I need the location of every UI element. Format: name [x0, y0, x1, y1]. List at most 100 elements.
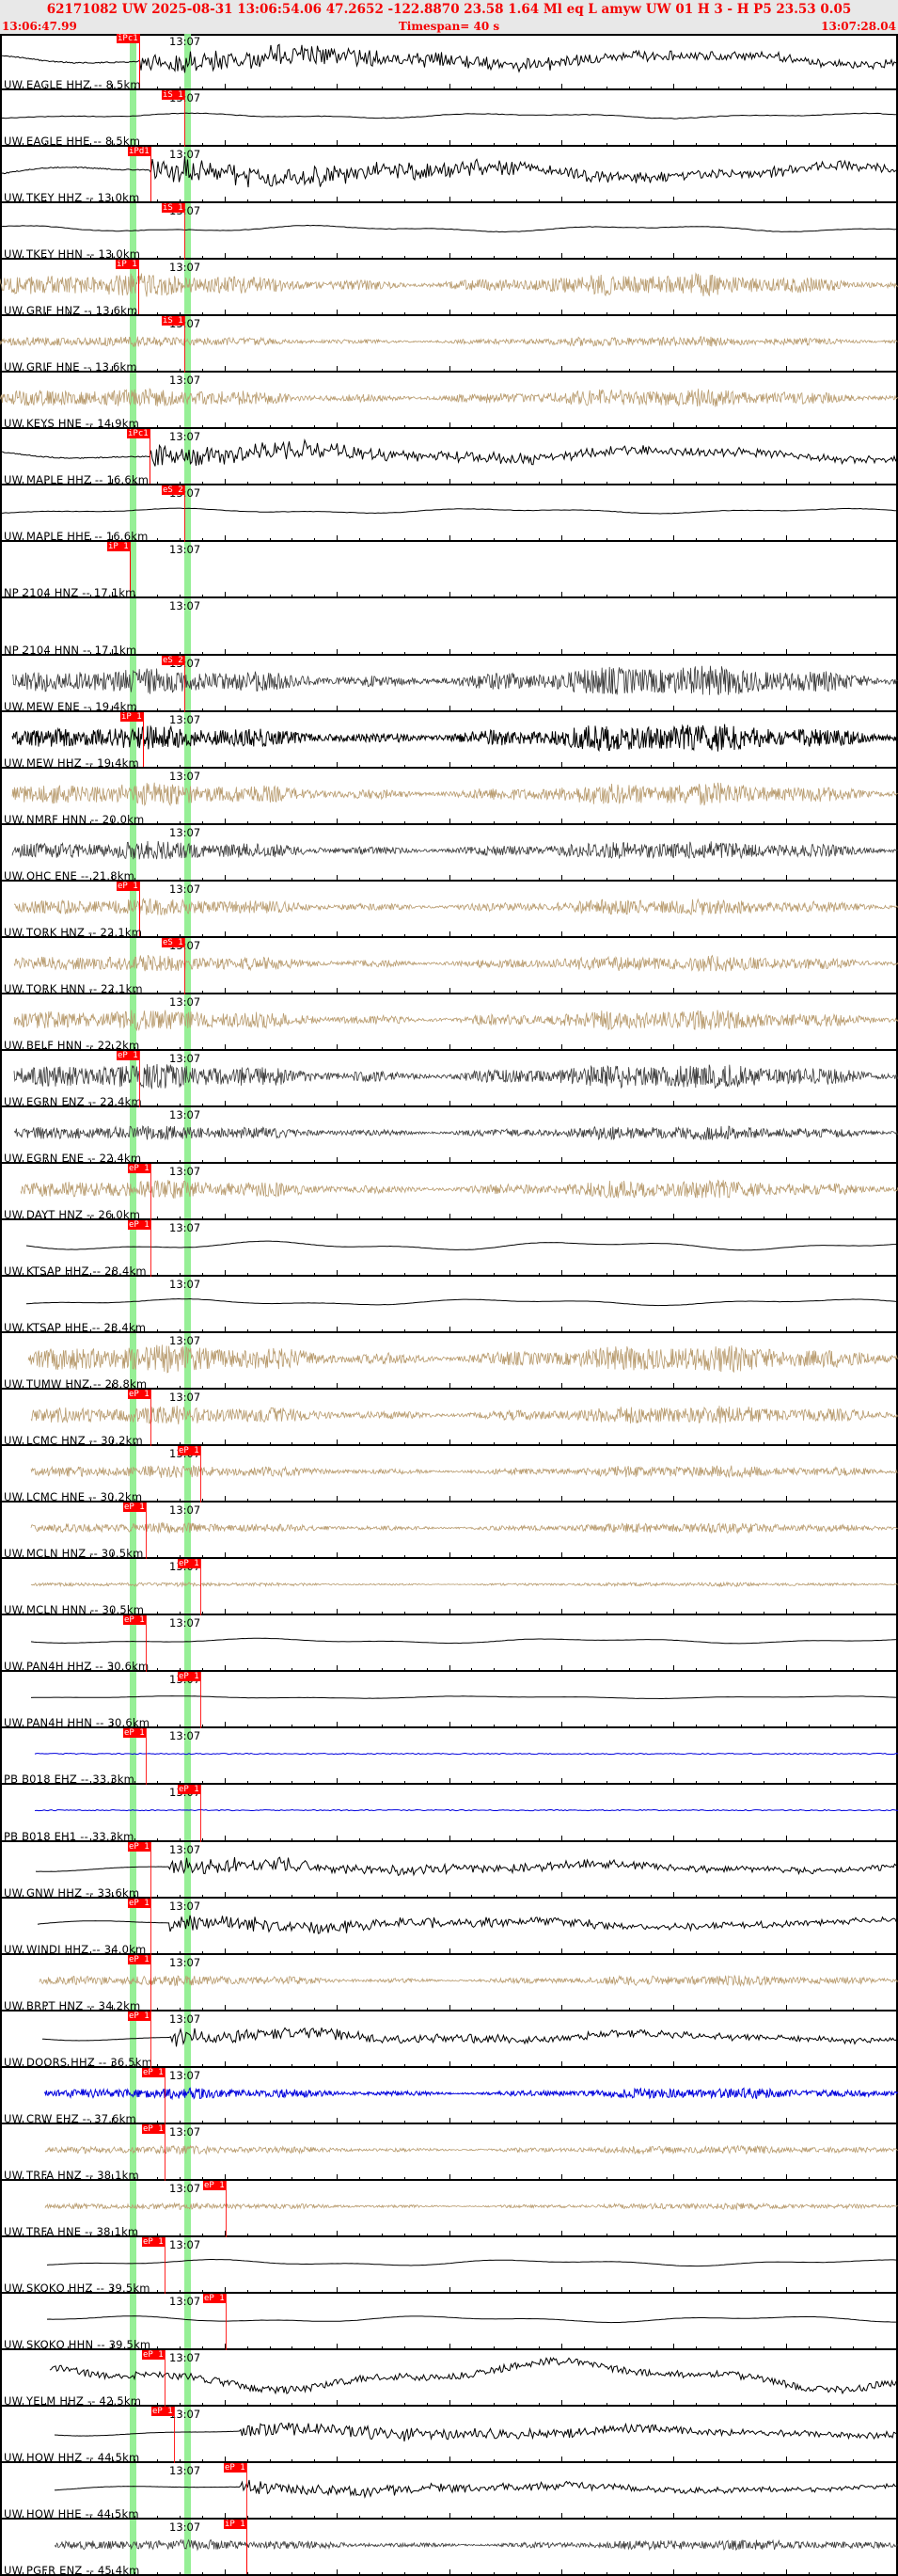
phase-pick-tag[interactable]: eP 1: [142, 2067, 165, 2077]
phase-pick-line[interactable]: [200, 1446, 201, 1503]
trace-row[interactable]: UW LCMC HNZ -- 30.2km 13:07 eP 1: [0, 1390, 898, 1447]
trace-row[interactable]: UW TKEY HHZ -- 13.0km 13:07 iPd1: [0, 147, 898, 204]
phase-pick-tag[interactable]: iP 1: [224, 2520, 246, 2530]
phase-pick-tag[interactable]: eP 1: [128, 1898, 150, 1908]
trace-row[interactable]: UW BELF HNN -- 22.2km 13:07: [0, 994, 898, 1051]
trace-row[interactable]: UW EAGLE HHZ -- 8.5km 13:07 iPc1: [0, 34, 898, 91]
phase-pick-tag[interactable]: eP 1: [128, 1163, 150, 1173]
trace-row[interactable]: UW GNW HHZ -- 33.6km 13:07 eP 1: [0, 1841, 898, 1899]
phase-pick-line[interactable]: [150, 2011, 151, 2068]
trace-row[interactable]: UW TRFA HNZ -- 38.1km 13:07 eP 1: [0, 2123, 898, 2181]
phase-pick-line[interactable]: [200, 1559, 201, 1616]
phase-pick-line[interactable]: [150, 1390, 151, 1447]
phase-pick-line[interactable]: [150, 1219, 151, 1278]
phase-pick-line[interactable]: [150, 1954, 151, 2012]
trace-row[interactable]: UW PAN4H HHZ -- 30.6km 13:07 eP 1: [0, 1615, 898, 1673]
trace-row[interactable]: UW HQW HHZ -- 44.5km 13:07 eP 1: [0, 2406, 898, 2464]
phase-pick-tag[interactable]: eP 1: [128, 1390, 150, 1400]
phase-pick-line[interactable]: [226, 2180, 227, 2237]
phase-pick-tag[interactable]: eP 1: [123, 1728, 146, 1739]
phase-pick-tag[interactable]: eP 1: [178, 1559, 200, 1569]
trace-row[interactable]: UW SKOKQ HHN -- 39.5km 13:07 eP 1: [0, 2293, 898, 2350]
phase-pick-tag[interactable]: eP 1: [203, 2293, 226, 2303]
phase-pick-line[interactable]: [184, 90, 185, 148]
phase-pick-tag[interactable]: eP 1: [178, 1672, 200, 1682]
phase-pick-tag[interactable]: eP 1: [178, 1785, 200, 1795]
phase-pick-line[interactable]: [146, 1728, 147, 1786]
trace-row[interactable]: NP 2104 HNZ -- 17.1km 13:07 iP 1: [0, 542, 898, 599]
phase-pick-tag[interactable]: eP 1: [117, 881, 139, 891]
phase-pick-line[interactable]: [184, 485, 185, 543]
trace-row[interactable]: UW GRIF HNZ -- 13.6km 13:07 iP 1: [0, 260, 898, 317]
phase-pick-line[interactable]: [146, 1503, 147, 1560]
phase-pick-tag[interactable]: iPc1: [117, 34, 139, 43]
phase-pick-line[interactable]: [174, 2406, 175, 2464]
trace-row[interactable]: UW SKOKQ HHZ -- 39.5km 13:07 eP 1: [0, 2236, 898, 2294]
phase-pick-tag[interactable]: eP 1: [128, 1841, 150, 1852]
trace-row[interactable]: UW MCLN HNZ -- 30.5km 13:07 eP 1: [0, 1503, 898, 1560]
trace-row[interactable]: UW MEW HHZ -- 19.4km 13:07 iP 1: [0, 711, 898, 769]
trace-row[interactable]: UW MAPLE HHZ -- 16.6km 13:07 iPc1: [0, 429, 898, 486]
phase-pick-line[interactable]: [139, 1050, 140, 1107]
trace-panel[interactable]: UW EAGLE HHZ -- 8.5km 13:07 iPc1 UW EAGLE H…: [0, 34, 898, 2576]
trace-row[interactable]: UW PGFR ENZ -- 45.4km 13:07 iP 1: [0, 2520, 898, 2576]
phase-pick-line[interactable]: [246, 2463, 247, 2520]
trace-row[interactable]: UW DAYT HNZ -- 26.0km 13:07 eP 1: [0, 1163, 898, 1220]
phase-pick-line[interactable]: [184, 203, 185, 261]
trace-row[interactable]: UW KTSAP HHZ -- 28.4km 13:07 eP 1: [0, 1219, 898, 1278]
phase-pick-tag[interactable]: eP 1: [117, 1050, 139, 1060]
phase-pick-line[interactable]: [246, 2520, 247, 2576]
trace-row[interactable]: UW TRFA HNE -- 38.1km 13:07 eP 1: [0, 2180, 898, 2237]
trace-row[interactable]: UW KTSAP HHE -- 28.4km 13:07: [0, 1277, 898, 1334]
phase-pick-tag[interactable]: eP 1: [151, 2406, 174, 2416]
phase-pick-line[interactable]: [184, 937, 185, 994]
phase-pick-tag[interactable]: iS 1: [162, 203, 184, 214]
trace-row[interactable]: UW TUMW HNZ -- 28.8km 13:07: [0, 1333, 898, 1391]
phase-pick-line[interactable]: [200, 1785, 201, 1842]
phase-pick-tag[interactable]: iP 1: [116, 260, 138, 270]
trace-row[interactable]: UW KEYS HNE -- 14.9km 13:07: [0, 373, 898, 430]
phase-pick-line[interactable]: [184, 655, 185, 712]
trace-row[interactable]: UW HQW HHE -- 44.5km 13:07 eP 1: [0, 2463, 898, 2520]
phase-pick-tag[interactable]: eP 1: [142, 2236, 165, 2247]
trace-row[interactable]: PB B018 EHZ -- 33.3km 13:07 eP 1: [0, 1728, 898, 1786]
phase-pick-tag[interactable]: eS 2: [162, 655, 184, 665]
phase-pick-tag[interactable]: iS 1: [162, 316, 184, 326]
phase-pick-tag[interactable]: iP 1: [107, 542, 130, 552]
phase-pick-tag[interactable]: eP 1: [178, 1446, 200, 1456]
phase-pick-tag[interactable]: eP 1: [142, 2349, 165, 2360]
phase-pick-line[interactable]: [139, 881, 140, 938]
trace-row[interactable]: UW TQRK HNZ -- 22.1km 13:07 eP 1: [0, 881, 898, 938]
trace-row[interactable]: UW OHC ENE -- 21.8km 13:07: [0, 824, 898, 882]
phase-pick-line[interactable]: [138, 260, 139, 317]
phase-pick-tag[interactable]: eP 1: [224, 2463, 246, 2473]
trace-row[interactable]: UW WINDI HHZ -- 34.0km 13:07 eP 1: [0, 1898, 898, 1955]
trace-row[interactable]: UW CRW EHZ -- 37.6km 13:07 eP 1: [0, 2067, 898, 2124]
phase-pick-tag[interactable]: iS 1: [162, 90, 184, 101]
phase-pick-line[interactable]: [226, 2293, 227, 2350]
phase-pick-tag[interactable]: eP 1: [128, 2011, 150, 2021]
trace-row[interactable]: UW DQORS HHZ -- 36.5km 13:07 eP 1: [0, 2011, 898, 2068]
phase-pick-tag[interactable]: eS 1: [162, 937, 184, 947]
phase-pick-tag[interactable]: eP 1: [203, 2180, 226, 2190]
trace-row[interactable]: UW BRPT HNZ -- 34.2km 13:07 eP 1: [0, 1954, 898, 2012]
phase-pick-line[interactable]: [150, 147, 151, 204]
phase-pick-tag[interactable]: iPd1: [128, 147, 150, 157]
phase-pick-line[interactable]: [200, 1672, 201, 1729]
phase-pick-tag[interactable]: eP 1: [128, 1219, 150, 1230]
trace-row[interactable]: NP 2104 HNN -- 17.1km 13:07: [0, 598, 898, 656]
phase-pick-tag[interactable]: eP 1: [128, 1954, 150, 1964]
phase-pick-tag[interactable]: eP 1: [142, 2123, 165, 2134]
trace-row[interactable]: UW EGRN ENZ -- 22.4km 13:07 eP 1: [0, 1050, 898, 1107]
phase-pick-line[interactable]: [150, 1841, 151, 1899]
phase-pick-tag[interactable]: iPc1: [127, 429, 150, 439]
trace-row[interactable]: UW EGRN ENE -- 22.4km 13:07: [0, 1106, 898, 1164]
phase-pick-line[interactable]: [139, 34, 140, 91]
